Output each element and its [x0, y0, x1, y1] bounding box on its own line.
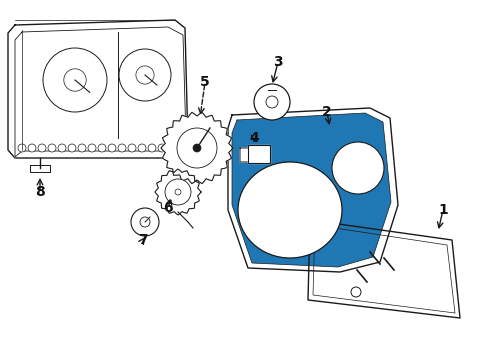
- Circle shape: [48, 144, 56, 152]
- Circle shape: [193, 144, 201, 152]
- Circle shape: [64, 69, 86, 91]
- Text: 1: 1: [438, 203, 448, 217]
- Circle shape: [165, 179, 191, 205]
- Text: 6: 6: [163, 201, 173, 215]
- Ellipse shape: [238, 162, 342, 258]
- Circle shape: [119, 49, 171, 101]
- Circle shape: [18, 144, 26, 152]
- Polygon shape: [30, 165, 50, 172]
- Circle shape: [68, 144, 76, 152]
- Polygon shape: [161, 112, 233, 184]
- Polygon shape: [155, 169, 201, 215]
- Circle shape: [98, 144, 106, 152]
- Polygon shape: [308, 220, 460, 318]
- Circle shape: [175, 189, 181, 195]
- Text: 4: 4: [249, 131, 259, 145]
- Circle shape: [28, 144, 36, 152]
- Circle shape: [136, 66, 154, 84]
- Polygon shape: [240, 148, 268, 162]
- Circle shape: [131, 208, 159, 236]
- Circle shape: [177, 128, 217, 168]
- Circle shape: [78, 144, 86, 152]
- Polygon shape: [248, 145, 270, 163]
- Polygon shape: [228, 108, 398, 272]
- Polygon shape: [8, 20, 188, 158]
- Circle shape: [43, 48, 107, 112]
- Circle shape: [58, 144, 66, 152]
- Text: 8: 8: [35, 185, 45, 199]
- Text: 5: 5: [200, 75, 210, 89]
- Circle shape: [138, 144, 146, 152]
- Circle shape: [332, 142, 384, 194]
- Circle shape: [168, 144, 176, 152]
- Polygon shape: [232, 113, 391, 267]
- Circle shape: [38, 144, 46, 152]
- Polygon shape: [15, 27, 186, 157]
- Circle shape: [351, 287, 361, 297]
- Circle shape: [266, 96, 278, 108]
- Text: 3: 3: [273, 55, 283, 69]
- Circle shape: [108, 144, 116, 152]
- Circle shape: [158, 144, 166, 152]
- Circle shape: [118, 144, 126, 152]
- Text: 2: 2: [322, 105, 332, 119]
- Text: 7: 7: [138, 233, 148, 247]
- Circle shape: [140, 217, 150, 227]
- Circle shape: [128, 144, 136, 152]
- Circle shape: [148, 144, 156, 152]
- Circle shape: [88, 144, 96, 152]
- Circle shape: [254, 84, 290, 120]
